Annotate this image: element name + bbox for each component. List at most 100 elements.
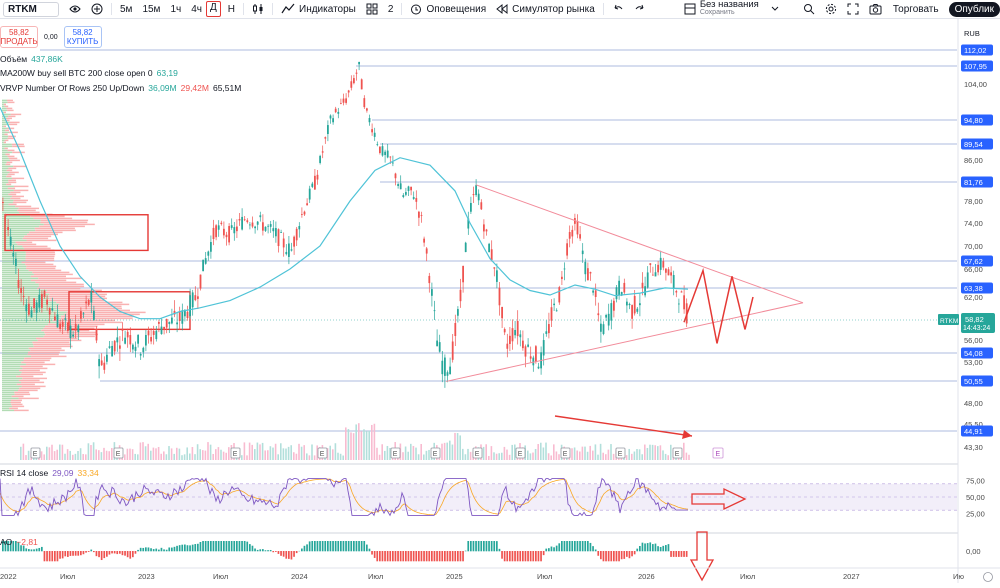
volume-bar [662, 450, 664, 460]
alerts-button[interactable]: Оповещения [405, 0, 491, 18]
candle-body [77, 325, 79, 332]
candle-body [590, 272, 592, 273]
chevron-down-icon [771, 5, 779, 13]
vrvp-down-bar [45, 334, 98, 336]
vrvp-down-bar [19, 212, 40, 214]
time-axis-label: 2027 [843, 572, 860, 581]
candle-body [213, 228, 215, 239]
ma-legend[interactable]: MA200W buy sell BTC 200 close open 0 63,… [0, 68, 178, 78]
ao-bar [322, 541, 324, 551]
vrvp-down-bar [20, 366, 42, 368]
ao-bar [447, 551, 449, 561]
compare-symbol-button[interactable] [64, 0, 86, 18]
vrvp-down-bar [22, 262, 46, 264]
replay-button[interactable]: Симулятор рынка [491, 0, 600, 18]
vrvp-down-bar [24, 248, 51, 250]
volume-bar [600, 444, 602, 460]
vrvp-down-bar [24, 360, 50, 362]
ao-bar [64, 551, 66, 556]
vrvp-legend[interactable]: VRVP Number Of Rows 250 Up/Down 36,09M 2… [0, 83, 241, 93]
volume-bar [197, 444, 199, 460]
timeframe-4h[interactable]: 4ч [186, 0, 204, 18]
chart-area[interactable]: EEEEEEEEEEEERUB104,0090,0086,0078,0074,0… [0, 19, 1000, 583]
templates-count-badge[interactable]: 2 [383, 0, 399, 18]
volume-bar [64, 454, 66, 460]
candle-body [501, 307, 503, 318]
volume-legend[interactable]: Объём 437,86K [0, 54, 63, 64]
add-symbol-button[interactable] [86, 0, 108, 18]
volume-bar [290, 445, 292, 460]
layout-menu[interactable]: Без названия Сохранить [679, 0, 784, 18]
ao-bar [231, 541, 233, 551]
timeframe-1h[interactable]: 1ч [165, 0, 186, 18]
candle-body [454, 323, 456, 336]
volume-bar [483, 447, 485, 460]
separator [111, 3, 112, 15]
ao-bar [38, 548, 40, 551]
chart-canvas[interactable]: EEEEEEEEEEEERUB104,0090,0086,0078,0074,0… [0, 19, 1000, 583]
candle-body [314, 176, 316, 190]
timeframe-week[interactable]: Н [223, 0, 240, 18]
ao-bar [223, 541, 225, 551]
volume-bar [306, 453, 308, 460]
ao-bar [62, 551, 64, 558]
candle-body [249, 225, 251, 226]
vrvp-down-bar [5, 106, 8, 108]
trade-button[interactable]: Торговать [887, 0, 945, 18]
volume-bar [452, 445, 454, 460]
rsi-legend[interactable]: RSI 14 close 29,09 33,34 [0, 468, 99, 478]
ao-legend[interactable]: AO −2,81 [0, 537, 38, 547]
ao-bar [340, 541, 342, 551]
vrvp-up-bar [2, 130, 5, 132]
earnings-marker-label: E [433, 451, 438, 458]
vrvp-up-bar [2, 192, 10, 194]
separator [272, 3, 273, 15]
symbol-search[interactable]: RTKM [0, 0, 64, 18]
buy-button[interactable]: 58,82 КУПИТЬ [64, 26, 102, 48]
alarm-clock-icon [410, 3, 422, 15]
ao-bar [285, 551, 287, 559]
timeframe-5m[interactable]: 5м [115, 0, 137, 18]
ao-bar [25, 548, 27, 551]
ao-bar [304, 546, 306, 551]
ao-bar [626, 551, 628, 557]
templates-button[interactable] [361, 0, 383, 18]
ao-bar [600, 551, 602, 559]
settings-button[interactable] [820, 0, 842, 18]
candle-body [584, 262, 586, 274]
chart-type-button[interactable] [247, 0, 269, 18]
volume-bar [652, 445, 654, 460]
volume-bar [212, 454, 214, 460]
timeframe-day[interactable]: Д [204, 0, 223, 18]
publish-button[interactable]: Опублик [949, 2, 1000, 17]
ao-bar [675, 551, 677, 557]
candle-body [88, 300, 90, 305]
vrvp-down-bar [11, 400, 22, 402]
quick-search-button[interactable] [798, 0, 820, 18]
vrvp-up-bar [2, 370, 19, 372]
vrvp-up-bar [2, 178, 12, 180]
volume-bar [223, 452, 225, 460]
vrvp-up-bar [2, 290, 47, 292]
fullscreen-button[interactable] [842, 0, 864, 18]
undo-button[interactable] [607, 0, 629, 18]
vrvp-down-bar [61, 316, 133, 318]
vrvp-down-bar [35, 228, 75, 230]
candle-body [179, 311, 181, 321]
ao-bar [122, 551, 124, 555]
vrvp-legend-total: 65,51M [213, 83, 241, 93]
snapshot-button[interactable] [864, 0, 887, 18]
candle-body [618, 281, 620, 296]
vrvp-up-bar [2, 392, 14, 394]
candle-body [434, 310, 436, 311]
symbol-name[interactable]: RTKM [3, 2, 59, 17]
volume-bar [423, 454, 425, 460]
volume-bar [353, 433, 355, 460]
ao-bar [171, 548, 173, 552]
indicators-button[interactable]: Индикаторы [276, 0, 361, 18]
sell-button[interactable]: 58,82 ПРОДАТЬ [0, 26, 38, 48]
redo-button[interactable] [629, 0, 651, 18]
timeframe-15m[interactable]: 15м [137, 0, 165, 18]
candle-body [545, 331, 547, 334]
ao-bar [660, 547, 662, 551]
